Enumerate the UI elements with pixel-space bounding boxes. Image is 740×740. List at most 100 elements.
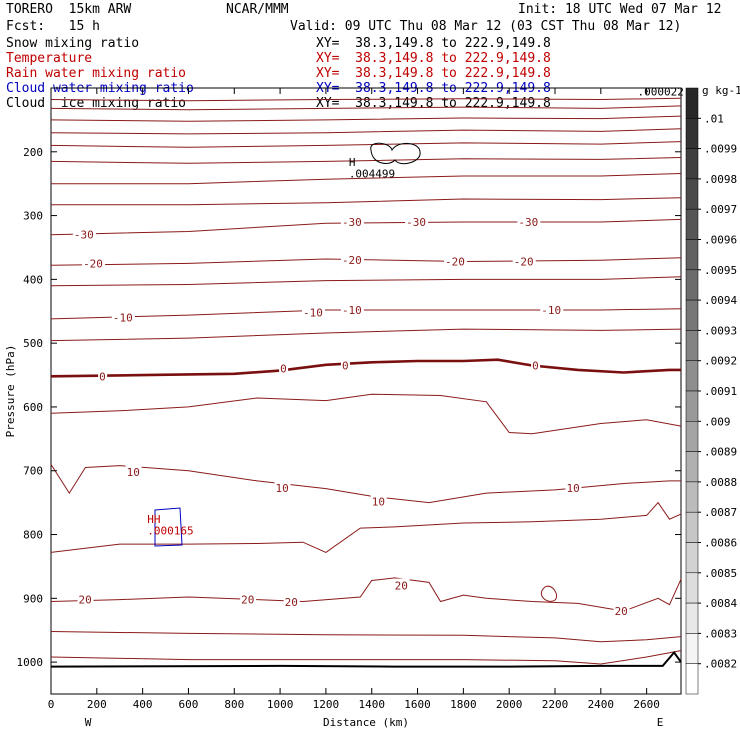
temperature-contour-label: 10 <box>276 482 289 495</box>
x-axis-label: Distance (km) <box>323 716 409 729</box>
temperature-contour <box>50 501 682 553</box>
colorbar-swatch <box>685 511 699 543</box>
init-time: Init: 18 UTC Wed 07 Mar 12 <box>518 2 722 17</box>
colorbar-swatch <box>685 542 699 574</box>
contour-label-bg <box>283 595 300 608</box>
temperature-contour-label: -20 <box>445 256 465 269</box>
temperature-contour <box>50 218 682 236</box>
temperature-contour-label: 0 <box>280 363 287 376</box>
west-label: W <box>85 716 92 729</box>
snow-contour <box>370 142 421 165</box>
temperature-contour <box>50 308 682 320</box>
y-tick-label: 200 <box>23 146 43 159</box>
contour-label-bg <box>405 214 429 227</box>
colorbar-unit: g kg-1 <box>702 84 740 97</box>
x-tick-label: 1000 <box>267 698 294 711</box>
colorbar-tick-label: .0091 <box>704 385 737 398</box>
temperature-contour-label: -10 <box>303 307 323 320</box>
cloud-water-contour <box>154 507 183 547</box>
colorbar-tick-label: .0092 <box>704 355 737 368</box>
colorbar-tick-label: .0089 <box>704 446 737 459</box>
temperature-contour-label: 10 <box>372 495 385 508</box>
temperature-contour-label: -10 <box>541 304 561 317</box>
colorbar-swatch <box>685 390 699 422</box>
contour-label-bg <box>393 578 410 591</box>
colorbar-tick-label: .0085 <box>704 567 737 580</box>
temperature-contour <box>50 257 682 266</box>
temperature-contour <box>50 631 682 643</box>
colorbar-swatch <box>685 572 699 604</box>
field-annotation: .000165 <box>147 525 193 538</box>
contour-label-bg <box>340 214 364 227</box>
y-tick-label: 1000 <box>17 656 44 669</box>
legend-xy: XY= 38.3,149.8 to 222.9,149.8 <box>316 51 551 66</box>
colorbar-tick-label: .0087 <box>704 506 737 519</box>
y-tick-label: 900 <box>23 592 43 605</box>
colorbar-swatch <box>685 330 699 361</box>
y-axis-label: Pressure (hPa) <box>4 345 17 438</box>
temperature-contour <box>50 105 682 111</box>
contour-label-bg <box>565 480 582 493</box>
colorbar-tick-label: .0088 <box>704 476 737 489</box>
colorbar-tick-label: .0098 <box>704 173 737 186</box>
contour-label-bg <box>125 465 142 478</box>
temperature-contour-label: 20 <box>78 594 91 607</box>
temperature-closed-contour <box>540 585 558 602</box>
temperature-contour-label: -20 <box>514 256 534 269</box>
x-tick-label: 1400 <box>358 698 385 711</box>
contour-label-bg <box>279 361 289 374</box>
terrain-line <box>50 650 682 668</box>
colorbar-swatch <box>685 87 699 119</box>
x-tick-label: 1600 <box>404 698 431 711</box>
temperature-contour <box>50 577 682 612</box>
colorbar-tick-label: .009 <box>704 415 731 428</box>
temperature-contour <box>50 650 682 665</box>
temperature-contour-label: 20 <box>285 596 298 609</box>
contour-label-bg <box>340 253 364 266</box>
temperature-contour <box>51 197 682 206</box>
contour-label-bg <box>613 604 630 617</box>
x-tick-label: 2400 <box>588 698 615 711</box>
colorbar-swatch <box>685 633 699 664</box>
contour-label-bg <box>340 302 364 315</box>
temperature-contour-label: 0 <box>532 359 539 372</box>
colorbar-tick-label: .0083 <box>704 627 737 640</box>
contour-label-bg <box>517 214 541 227</box>
colorbar-tick-label: .0099 <box>704 143 737 156</box>
contour-label-bg <box>540 302 564 315</box>
colorbar-tick-label: .0094 <box>704 294 737 307</box>
colorbar-swatch <box>685 602 699 634</box>
forecast-hour: Fcst: 15 h <box>6 19 100 34</box>
contour-label-bg <box>82 256 106 269</box>
contour-label-bg <box>240 592 257 605</box>
legend-xy: XY= 38.3,149.8 to 222.9,149.8 <box>316 66 551 81</box>
temperature-contour-label: 10 <box>566 482 579 495</box>
x-tick-label: 1200 <box>313 698 340 711</box>
temperature-contour <box>50 115 682 122</box>
contour-label-bg <box>77 592 94 605</box>
colorbar-swatch <box>685 269 699 301</box>
contour-label-bg <box>531 358 541 371</box>
contour-label-bg <box>340 358 350 371</box>
x-tick-label: 400 <box>133 698 153 711</box>
colorbar-swatch <box>685 118 699 149</box>
y-tick-label: 300 <box>23 210 43 223</box>
y-tick-label: 800 <box>23 529 43 542</box>
temperature-contour <box>50 157 682 164</box>
temperature-contour <box>51 173 682 185</box>
contour-label-bg <box>111 310 135 323</box>
temperature-contour-label: -30 <box>518 216 538 229</box>
east-label: E <box>657 716 664 729</box>
temperature-contour-label: 10 <box>127 466 140 479</box>
center-title: NCAR/MMM <box>226 2 289 17</box>
colorbar-tick-label: .0093 <box>704 324 737 337</box>
legend-label: Temperature <box>6 51 93 66</box>
temperature-contour-label: -30 <box>74 229 94 242</box>
temperature-contour-label: -10 <box>113 312 133 325</box>
temperature-contour-label: -20 <box>83 257 103 270</box>
colorbar-swatch <box>685 178 699 210</box>
temperature-contour <box>50 328 682 342</box>
colorbar-tick-label: .0084 <box>704 597 737 610</box>
field-annotation: H <box>349 156 356 169</box>
contour-label-bg <box>98 369 108 382</box>
